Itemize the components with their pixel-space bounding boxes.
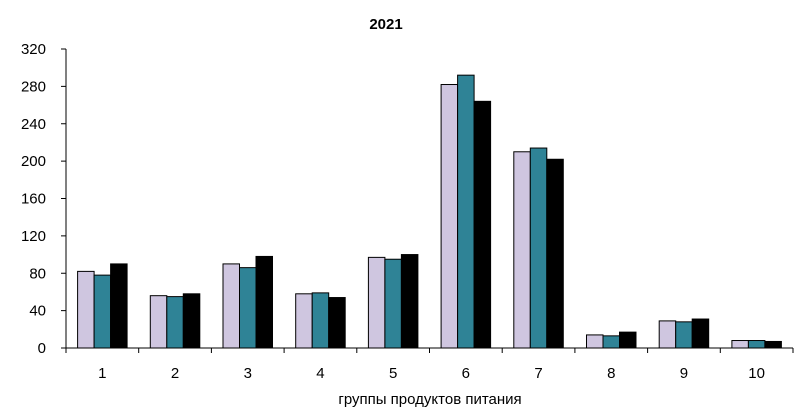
y-tick-label: 280 xyxy=(21,78,46,95)
bar-series3-cat4 xyxy=(328,297,346,349)
bar-series1-cat6 xyxy=(440,84,459,349)
y-tick-label: 160 xyxy=(21,191,46,208)
bar-series2-cat4 xyxy=(311,292,330,349)
bar-series1-cat4 xyxy=(295,293,313,349)
axes-layer: 0 40 80 120 160 200 240 280 320 1 2 3 4 5 6 7 8 9 10 xyxy=(21,41,794,382)
bar-series1-cat3 xyxy=(222,263,240,349)
bar-series2-cat3 xyxy=(239,267,257,349)
chart-title: 2021 xyxy=(369,16,402,33)
x-tick-label: 8 xyxy=(607,365,615,382)
y-tick-label: 80 xyxy=(29,265,46,282)
bar-series2-cat10 xyxy=(747,340,766,349)
bar-series3-cat8 xyxy=(619,331,637,349)
x-tick-label: 2 xyxy=(171,365,179,382)
bar-series3-cat9 xyxy=(691,318,710,349)
x-tick-label: 3 xyxy=(244,365,252,382)
y-tick-label: 200 xyxy=(21,153,46,170)
bar-series3-cat3 xyxy=(255,255,273,349)
x-tick-label: 5 xyxy=(389,365,397,382)
bar-series1-cat7 xyxy=(513,151,531,349)
bar-series3-cat10 xyxy=(764,340,782,349)
bar-series1-cat1 xyxy=(77,270,95,349)
x-tick-label: 10 xyxy=(748,365,765,382)
x-axis-title: группы продуктов питания xyxy=(338,391,521,408)
bar-series2-cat1 xyxy=(93,274,112,349)
bar-series1-cat8 xyxy=(586,334,604,349)
y-tick-label: 40 xyxy=(29,303,46,320)
y-tick-label: 240 xyxy=(21,116,46,133)
bar-series1-cat2 xyxy=(149,295,168,349)
bar-series1-cat10 xyxy=(731,340,749,349)
y-tick-label: 120 xyxy=(21,228,46,245)
x-tick-label: 6 xyxy=(462,365,470,382)
bar-series2-cat6 xyxy=(457,74,475,349)
bars-layer xyxy=(77,74,782,349)
bar-series3-cat2 xyxy=(182,293,201,349)
y-tick-label: 320 xyxy=(21,41,46,58)
bar-series3-cat7 xyxy=(546,158,564,349)
bar-series1-cat9 xyxy=(658,320,677,349)
bar-series3-cat6 xyxy=(473,100,492,349)
bar-series2-cat5 xyxy=(384,258,402,349)
bar-series2-cat9 xyxy=(675,321,693,349)
bar-series1-cat5 xyxy=(367,256,386,349)
y-tick-label: 0 xyxy=(38,340,46,357)
bar-series3-cat1 xyxy=(110,263,128,349)
x-tick-label: 9 xyxy=(680,365,688,382)
x-tick-label: 4 xyxy=(316,365,324,382)
bar-series3-cat5 xyxy=(400,254,419,349)
bar-series2-cat8 xyxy=(602,335,620,349)
bar-series2-cat2 xyxy=(166,296,184,349)
bar-series2-cat7 xyxy=(529,147,548,349)
x-tick-label: 7 xyxy=(534,365,542,382)
x-tick-label: 1 xyxy=(98,365,106,382)
